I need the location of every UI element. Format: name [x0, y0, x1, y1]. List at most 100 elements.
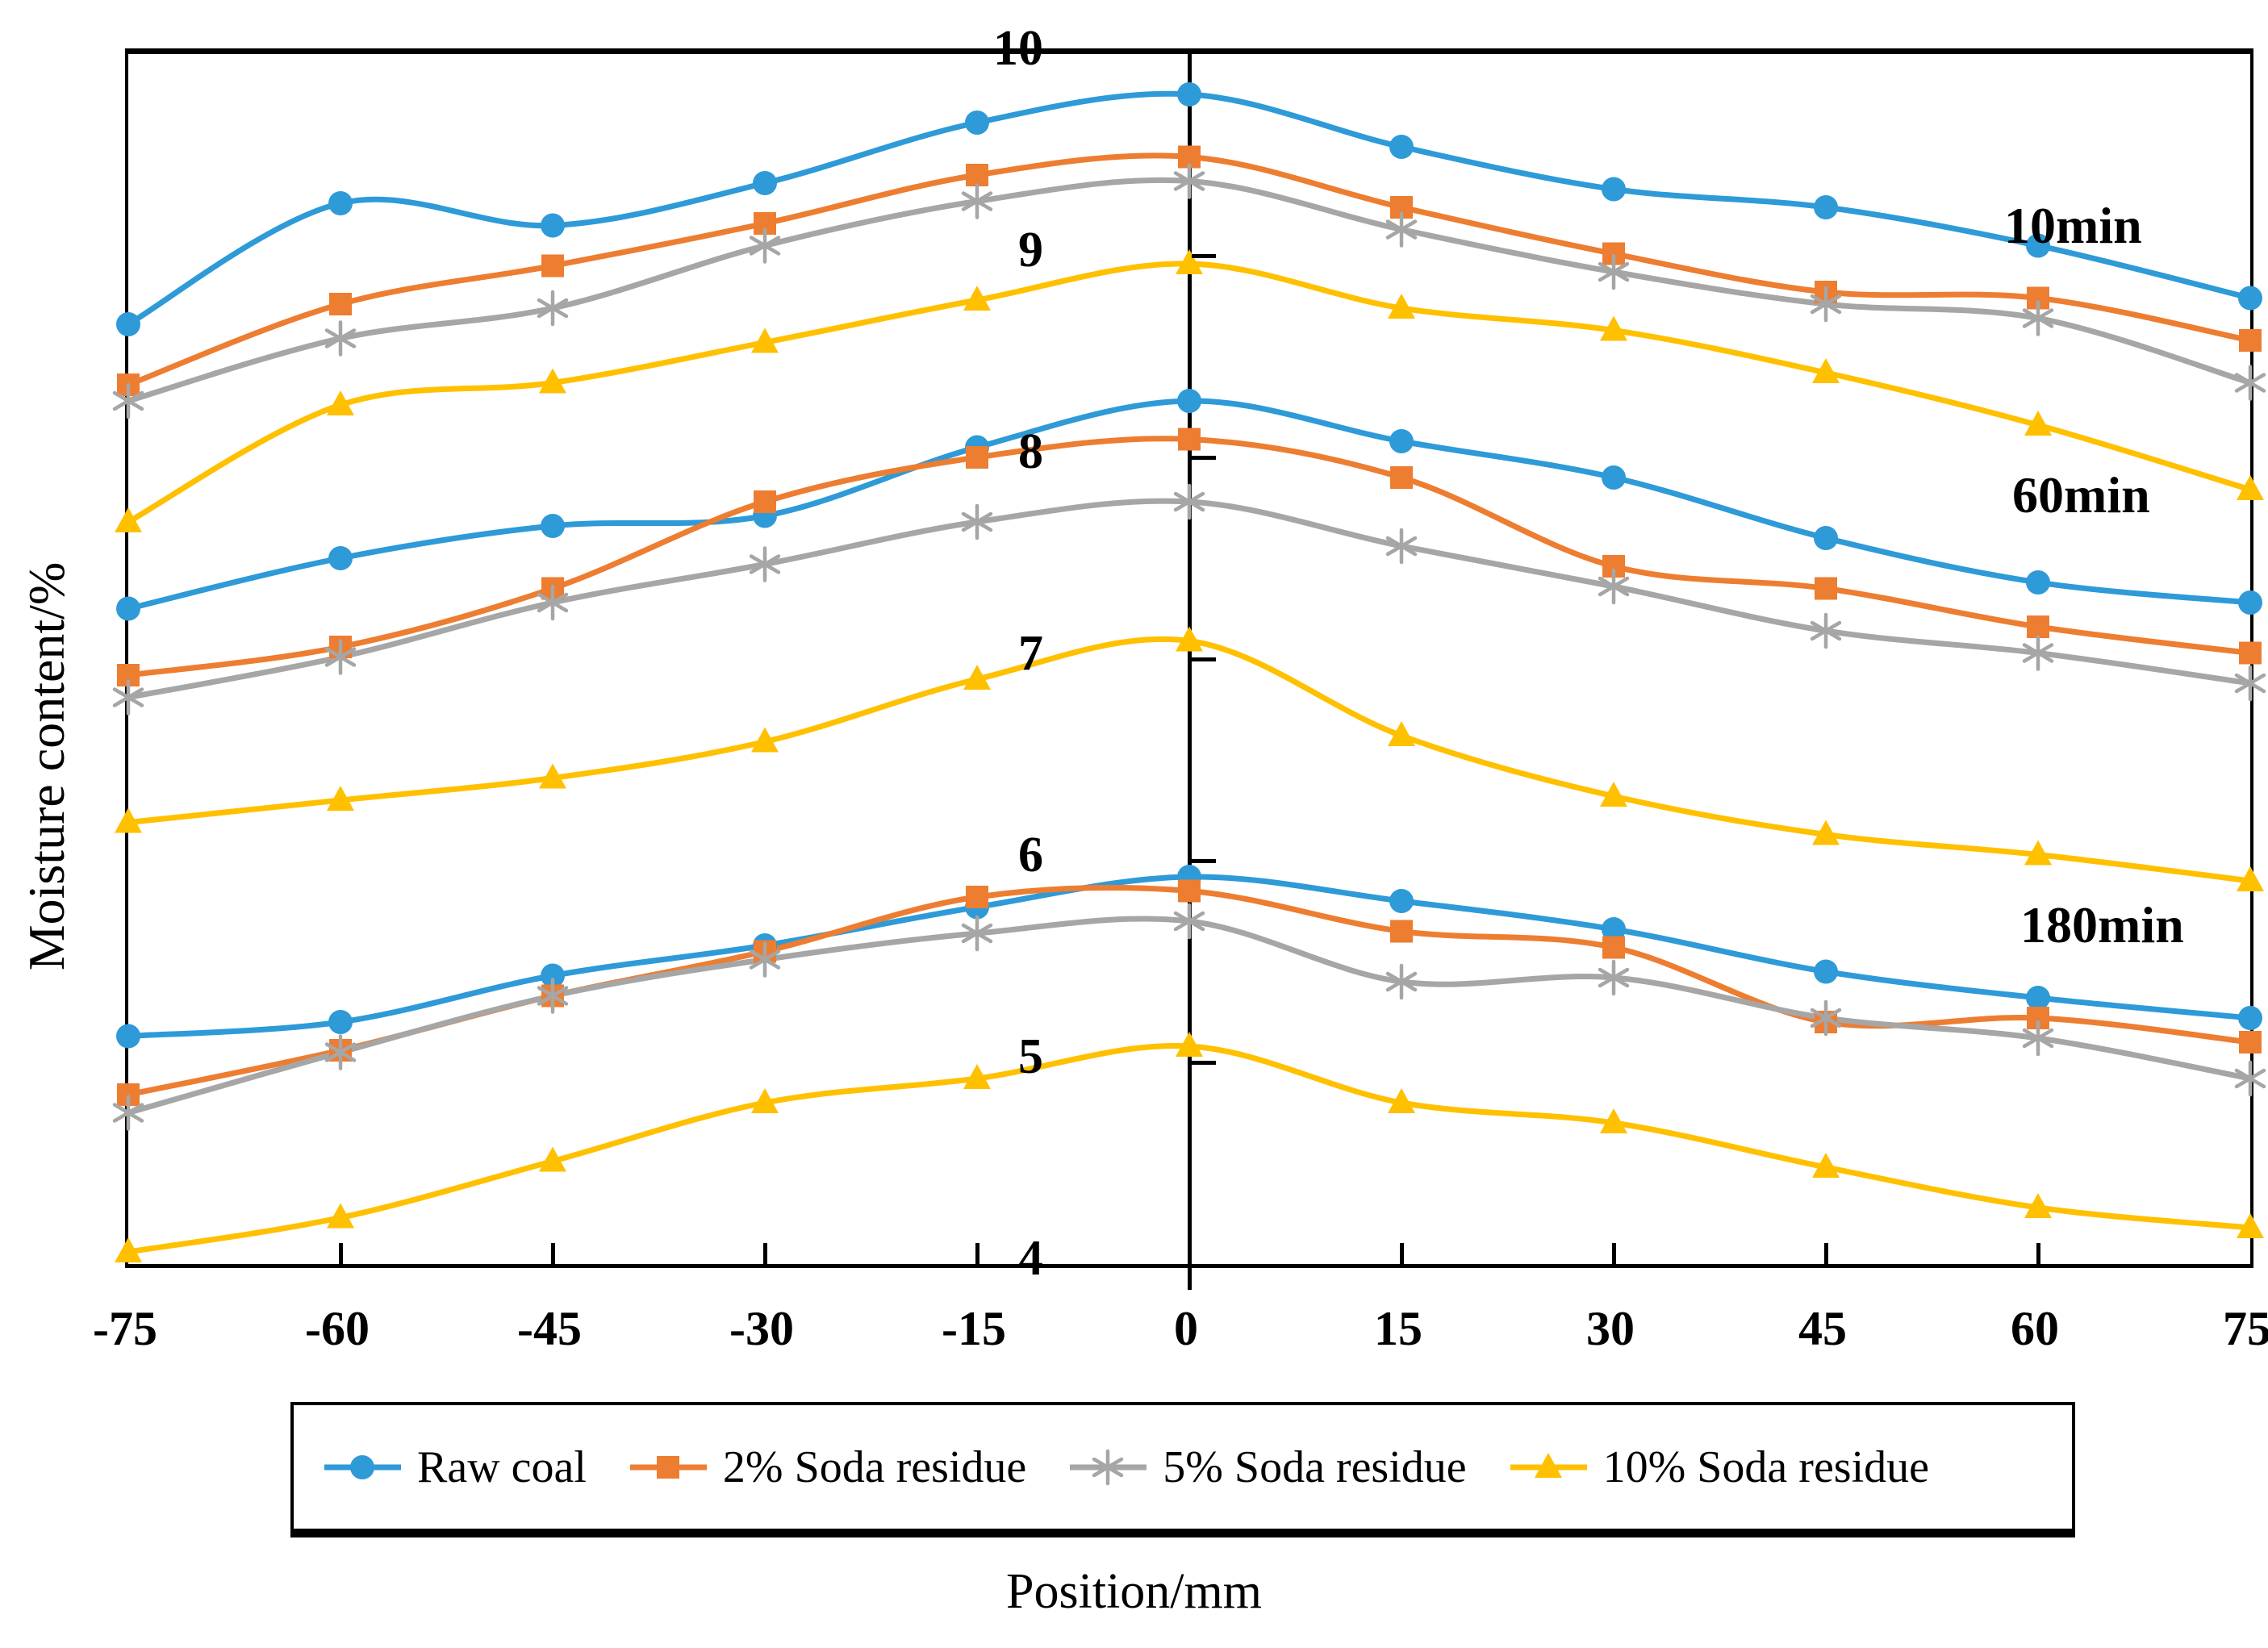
marker-60min-5-Soda-residue-x0 [1173, 483, 1205, 520]
marker-60min-Raw-coal-x75 [2238, 590, 2262, 615]
x-tick-label-30: 30 [1586, 1302, 1635, 1355]
legend-item-5-Soda-residue: 5% Soda residue [1070, 1441, 1467, 1493]
marker-60min-2-Soda-residue-x15 [1390, 466, 1413, 489]
triangle-legend-glyph [1534, 1452, 1562, 1478]
marker-180min-5-Soda-residue-x-15 [961, 915, 993, 952]
series-markers-10min-2-Soda-residue [117, 145, 2262, 396]
marker-180min-Raw-coal-x60 [2026, 986, 2050, 1010]
marker-10min-Raw-coal-x45 [1814, 195, 1838, 219]
x-tick-30 [1612, 1243, 1616, 1264]
marker-60min-5-Soda-residue-x-75 [112, 679, 144, 716]
marker-10min-Raw-coal-x75 [2238, 286, 2262, 311]
series-line-10min-Raw-coal [125, 90, 2253, 328]
y-tick-label-8: 8 [1018, 424, 1043, 479]
series-line-180min-5-Soda-residue [125, 916, 2253, 1116]
marker-10min-5-Soda-residue-x45 [1810, 286, 1842, 323]
series-markers-180min-2-Soda-residue [117, 879, 2262, 1106]
series-markers-10min-5-Soda-residue [112, 163, 2266, 419]
marker-60min-5-Soda-residue-x-45 [537, 584, 569, 621]
legend-label: 2% Soda residue [722, 1441, 1027, 1492]
x-tick-45 [1824, 1243, 1828, 1264]
marker-180min-5-Soda-residue-x75 [2234, 1060, 2266, 1097]
marker-180min-Raw-coal-x45 [1814, 959, 1838, 984]
marker-60min-10-Soda-residue-x60 [2024, 840, 2052, 866]
marker-10min-5-Soda-residue-x-60 [324, 320, 357, 357]
marker-180min-10-Soda-residue-x0 [1176, 1032, 1203, 1057]
marker-10min-Raw-coal-x60 [2026, 233, 2050, 258]
marker-60min-5-Soda-residue-x45 [1810, 612, 1842, 649]
marker-180min-5-Soda-residue-x30 [1598, 959, 1630, 996]
marker-180min-10-Soda-residue-x-60 [327, 1203, 354, 1229]
marker-10min-10-Soda-residue-x0 [1176, 249, 1203, 274]
marker-180min-10-Soda-residue-x30 [1600, 1108, 1627, 1133]
marker-180min-Raw-coal-x-45 [541, 963, 565, 988]
circle-legend-icon [324, 1454, 401, 1479]
y-tick-label-7: 7 [1018, 626, 1043, 681]
x-tick--30 [763, 1243, 767, 1264]
marker-60min-10-Soda-residue-x-75 [115, 807, 142, 833]
square-legend-glyph [656, 1455, 679, 1479]
marker-10min-Raw-coal-x30 [1602, 177, 1626, 202]
x-tick--15 [975, 1243, 979, 1264]
legend-label: 5% Soda residue [1163, 1441, 1467, 1492]
triangle-legend-icon [1510, 1452, 1587, 1478]
marker-180min-10-Soda-residue-x15 [1388, 1088, 1415, 1113]
marker-180min-5-Soda-residue-x-75 [112, 1095, 144, 1131]
series-line-180min-10-Soda-residue [125, 1043, 2253, 1255]
marker-180min-5-Soda-residue-x15 [1385, 963, 1418, 1000]
marker-10min-5-Soda-residue-x60 [2022, 300, 2054, 336]
series-markers-180min-5-Soda-residue [112, 903, 2266, 1131]
chart-canvas [112, 82, 2266, 1262]
marker-180min-Raw-coal-x-75 [116, 1024, 140, 1049]
marker-60min-10-Soda-residue-x15 [1388, 721, 1415, 746]
group-label-10min: 10min [2004, 197, 2142, 254]
marker-60min-5-Soda-residue-x-60 [324, 639, 357, 675]
marker-10min-2-Soda-residue-x-15 [966, 164, 988, 186]
marker-10min-5-Soda-residue-x75 [2234, 365, 2266, 401]
y-tick-9 [1192, 254, 1216, 258]
y-tick-7 [1192, 657, 1216, 661]
marker-60min-5-Soda-residue-x15 [1385, 528, 1418, 565]
marker-10min-5-Soda-residue-x-75 [112, 382, 144, 419]
legend-item-2-Soda-residue: 2% Soda residue [629, 1441, 1027, 1493]
y-axis-title: Moisture content/% [18, 561, 75, 971]
legend-item-Raw-coal: Raw coal [324, 1441, 587, 1493]
marker-10min-Raw-coal-x-30 [753, 171, 777, 195]
marker-10min-10-Soda-residue-x75 [2237, 475, 2264, 500]
marker-60min-Raw-coal-x45 [1814, 526, 1838, 550]
marker-10min-5-Soda-residue-x-30 [749, 227, 781, 264]
marker-10min-Raw-coal-x-15 [965, 111, 989, 135]
x-tick-label-45: 45 [1798, 1302, 1847, 1355]
asterisk-legend-glyph [1092, 1449, 1124, 1485]
marker-10min-10-Soda-residue-x30 [1600, 315, 1627, 341]
marker-180min-10-Soda-residue-x-45 [539, 1146, 566, 1172]
y-tick-6 [1192, 859, 1216, 863]
x-tick--60 [339, 1243, 343, 1264]
marker-60min-10-Soda-residue-x75 [2237, 866, 2264, 891]
marker-60min-2-Soda-residue-x45 [1815, 577, 1837, 600]
marker-10min-10-Soda-residue-x-75 [115, 507, 142, 532]
marker-60min-5-Soda-residue-x30 [1598, 568, 1630, 605]
x-tick-label-75: 75 [2223, 1302, 2268, 1355]
series-line-60min-5-Soda-residue [125, 498, 2253, 700]
group-label-180min: 180min [2020, 896, 2184, 953]
marker-10min-Raw-coal-x-60 [328, 191, 353, 215]
marker-60min-10-Soda-residue-x-60 [327, 786, 354, 811]
y-tick-label-10: 10 [993, 21, 1043, 76]
marker-60min-2-Soda-residue-x-30 [754, 490, 776, 513]
marker-180min-5-Soda-residue-x45 [1810, 999, 1842, 1037]
marker-180min-5-Soda-residue-x-45 [537, 978, 569, 1014]
marker-60min-5-Soda-residue-x-30 [749, 546, 781, 582]
series-markers-180min-10-Soda-residue [115, 1032, 2264, 1262]
marker-180min-2-Soda-residue-x15 [1390, 920, 1413, 943]
marker-180min-5-Soda-residue-x0 [1173, 903, 1205, 940]
marker-10min-10-Soda-residue-x45 [1812, 358, 1840, 383]
marker-10min-5-Soda-residue-x-15 [961, 183, 993, 219]
marker-180min-10-Soda-residue-x-30 [751, 1088, 779, 1113]
series-markers-60min-10-Soda-residue [115, 626, 2264, 891]
marker-180min-Raw-coal-x15 [1389, 889, 1414, 913]
marker-180min-2-Soda-residue-x0 [1178, 879, 1201, 903]
marker-60min-Raw-coal-x15 [1389, 429, 1414, 453]
series-markers-60min-Raw-coal [116, 389, 2262, 621]
